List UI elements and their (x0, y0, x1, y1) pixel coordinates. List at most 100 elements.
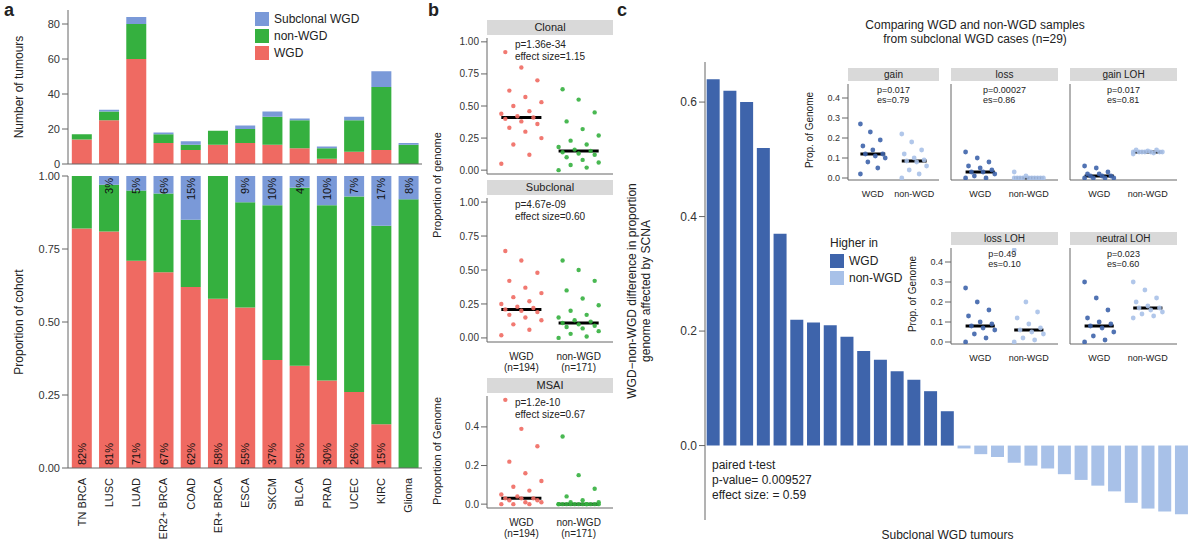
svg-text:UCEC: UCEC (348, 478, 360, 509)
svg-text:HER2+ BRCA: HER2+ BRCA (157, 477, 169, 540)
svg-text:0.3: 0.3 (827, 113, 840, 123)
svg-text:80: 80 (48, 18, 60, 30)
svg-text:0.75: 0.75 (460, 231, 480, 242)
svg-text:67%: 67% (158, 443, 170, 465)
svg-text:0.50: 0.50 (39, 316, 60, 328)
svg-text:0.2: 0.2 (465, 460, 479, 471)
html-text:Subclonal WGD tumours: Subclonal WGD tumours (881, 528, 1014, 542)
svg-text:0.6: 0.6 (680, 95, 697, 109)
svg-text:non-WGD: non-WGD (1128, 189, 1169, 199)
svg-text:15%: 15% (185, 178, 197, 200)
svg-text:0.4: 0.4 (465, 421, 479, 432)
svg-text:0.4: 0.4 (930, 257, 943, 267)
html-text:WGD: WGD (849, 254, 879, 268)
html-text:Number of tumours: Number of tumours (12, 35, 27, 139)
html-text:paired t-test: paired t-test (712, 458, 776, 472)
svg-text:WGD: WGD (969, 353, 991, 363)
svg-text:non-WGD: non-WGD (1009, 353, 1050, 363)
svg-text:0.75: 0.75 (460, 68, 480, 79)
svg-text:26%: 26% (348, 443, 360, 465)
svg-text:Glioma: Glioma (402, 477, 414, 513)
svg-text:0.25: 0.25 (39, 389, 60, 401)
svg-text:SKCM: SKCM (266, 478, 278, 510)
svg-text:0.2: 0.2 (930, 297, 943, 307)
svg-text:1.00: 1.00 (460, 36, 480, 47)
svg-text:55%: 55% (239, 443, 251, 465)
svg-text:82%: 82% (76, 443, 88, 465)
svg-text:4%: 4% (294, 178, 306, 194)
html-text:non-WGD: non-WGD (274, 29, 328, 43)
svg-text:1.00: 1.00 (460, 197, 480, 208)
svg-text:WGD: WGD (1088, 353, 1110, 363)
svg-text:non-WGD(n=171): non-WGD(n=171) (556, 517, 600, 539)
svg-text:35%: 35% (294, 443, 306, 465)
svg-text:0.25: 0.25 (460, 133, 480, 144)
svg-text:0.50: 0.50 (460, 265, 480, 276)
html-text:Proportion of cohort: Proportion of cohort (12, 269, 27, 375)
html-text:effect size: = 0.59: effect size: = 0.59 (712, 488, 807, 502)
svg-text:TN BRCA: TN BRCA (76, 477, 88, 526)
svg-text:0.4: 0.4 (680, 210, 697, 224)
svg-text:non-WGD: non-WGD (1009, 189, 1050, 199)
svg-text:1.00: 1.00 (39, 170, 60, 182)
svg-text:3%: 3% (103, 178, 115, 194)
svg-text:ESCA: ESCA (239, 477, 251, 508)
svg-text:0.0: 0.0 (930, 337, 943, 347)
svg-text:0.00: 0.00 (460, 165, 480, 176)
svg-text:KIRC: KIRC (375, 478, 387, 504)
svg-text:71%: 71% (130, 443, 142, 465)
svg-text:WGD(n=194): WGD(n=194) (504, 517, 539, 539)
svg-text:WGD: WGD (969, 189, 991, 199)
svg-text:non-WGD: non-WGD (1128, 353, 1169, 363)
html-text:Higher in: Higher in (830, 236, 878, 250)
svg-text:0.00: 0.00 (39, 462, 60, 474)
svg-text:0.1: 0.1 (930, 317, 943, 327)
svg-text:0: 0 (54, 158, 60, 170)
html-text:WGD−non-WGD difference in prop: WGD−non-WGD difference in proportion gen… (625, 183, 653, 399)
svg-text:WGD(n=194): WGD(n=194) (504, 351, 539, 373)
svg-text:15%: 15% (375, 443, 387, 465)
svg-text:0.2: 0.2 (827, 133, 840, 143)
svg-text:17%: 17% (375, 178, 387, 200)
svg-text:0.25: 0.25 (460, 299, 480, 310)
svg-text:0.1: 0.1 (827, 153, 840, 163)
svg-text:6%: 6% (158, 178, 170, 194)
svg-text:10%: 10% (321, 178, 333, 200)
svg-text:5%: 5% (130, 178, 142, 194)
svg-text:0.75: 0.75 (39, 243, 60, 255)
svg-text:0.3: 0.3 (930, 277, 943, 287)
html-text:Subclonal WGD: Subclonal WGD (274, 12, 360, 26)
svg-text:COAD: COAD (185, 478, 197, 510)
svg-text:0.0: 0.0 (465, 499, 479, 510)
svg-text:60: 60 (48, 53, 60, 65)
svg-text:7%: 7% (348, 178, 360, 194)
svg-text:58%: 58% (212, 443, 224, 465)
svg-text:0.2: 0.2 (680, 324, 697, 338)
svg-text:62%: 62% (185, 443, 197, 465)
svg-text:PRAD: PRAD (321, 478, 333, 509)
svg-text:non-WGD: non-WGD (894, 189, 935, 199)
svg-text:LUSC: LUSC (103, 478, 115, 507)
svg-text:81%: 81% (103, 443, 115, 465)
svg-text:0.0: 0.0 (827, 173, 840, 183)
svg-text:0.0: 0.0 (680, 439, 697, 453)
svg-text:8%: 8% (403, 178, 415, 194)
svg-text:0.00: 0.00 (460, 332, 480, 343)
html-text:p-value= 0.009527: p-value= 0.009527 (712, 473, 812, 487)
svg-text:37%: 37% (266, 443, 278, 465)
svg-text:BLCA: BLCA (293, 477, 305, 506)
svg-text:40: 40 (48, 88, 60, 100)
svg-text:ER+ BRCA: ER+ BRCA (212, 477, 224, 533)
svg-text:0.4: 0.4 (827, 93, 840, 103)
html-text:WGD: WGD (274, 46, 304, 60)
svg-text:20: 20 (48, 123, 60, 135)
svg-text:0.50: 0.50 (460, 101, 480, 112)
svg-text:WGD: WGD (862, 189, 884, 199)
svg-text:non-WGD(n=171): non-WGD(n=171) (556, 351, 600, 373)
svg-text:WGD: WGD (1088, 189, 1110, 199)
html-text:Comparing WGD and non-WGD samp: Comparing WGD and non-WGD samples from s… (865, 18, 1085, 47)
svg-text:10%: 10% (266, 178, 278, 200)
svg-text:9%: 9% (239, 178, 251, 194)
svg-text:30%: 30% (321, 443, 333, 465)
svg-text:LUAD: LUAD (130, 478, 142, 507)
